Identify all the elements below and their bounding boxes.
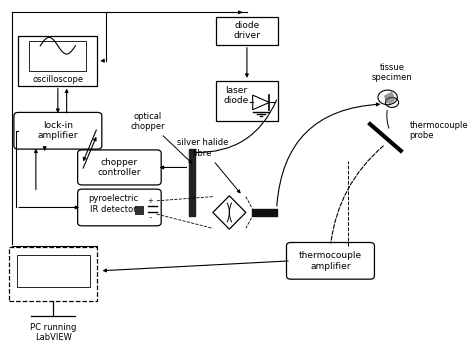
- Text: oscilloscope: oscilloscope: [32, 75, 83, 83]
- Text: PC running
LabVIEW: PC running LabVIEW: [30, 323, 77, 342]
- Text: silver halide
fibre: silver halide fibre: [177, 138, 240, 193]
- FancyBboxPatch shape: [18, 36, 98, 86]
- Text: optical
chopper: optical chopper: [131, 112, 192, 163]
- FancyBboxPatch shape: [18, 255, 90, 287]
- Text: laser
diode: laser diode: [223, 86, 248, 106]
- Text: thermocouple
amplifier: thermocouple amplifier: [299, 251, 362, 270]
- Polygon shape: [384, 91, 395, 105]
- FancyBboxPatch shape: [9, 247, 98, 301]
- FancyBboxPatch shape: [216, 81, 278, 121]
- FancyBboxPatch shape: [29, 41, 86, 71]
- Text: +: +: [147, 198, 153, 204]
- FancyBboxPatch shape: [78, 189, 161, 226]
- Text: pyroelectric
IR detector: pyroelectric IR detector: [88, 195, 138, 214]
- FancyBboxPatch shape: [216, 17, 278, 45]
- FancyBboxPatch shape: [14, 112, 102, 149]
- Text: chopper
controller: chopper controller: [98, 158, 141, 177]
- Text: diode
driver: diode driver: [234, 21, 260, 40]
- Text: tissue
specimen: tissue specimen: [372, 63, 412, 82]
- FancyBboxPatch shape: [78, 150, 161, 185]
- Text: lock-in
amplifier: lock-in amplifier: [37, 121, 78, 140]
- Text: thermocouple
probe: thermocouple probe: [410, 121, 468, 140]
- FancyBboxPatch shape: [286, 243, 374, 279]
- FancyBboxPatch shape: [135, 206, 145, 215]
- Text: –: –: [148, 214, 152, 220]
